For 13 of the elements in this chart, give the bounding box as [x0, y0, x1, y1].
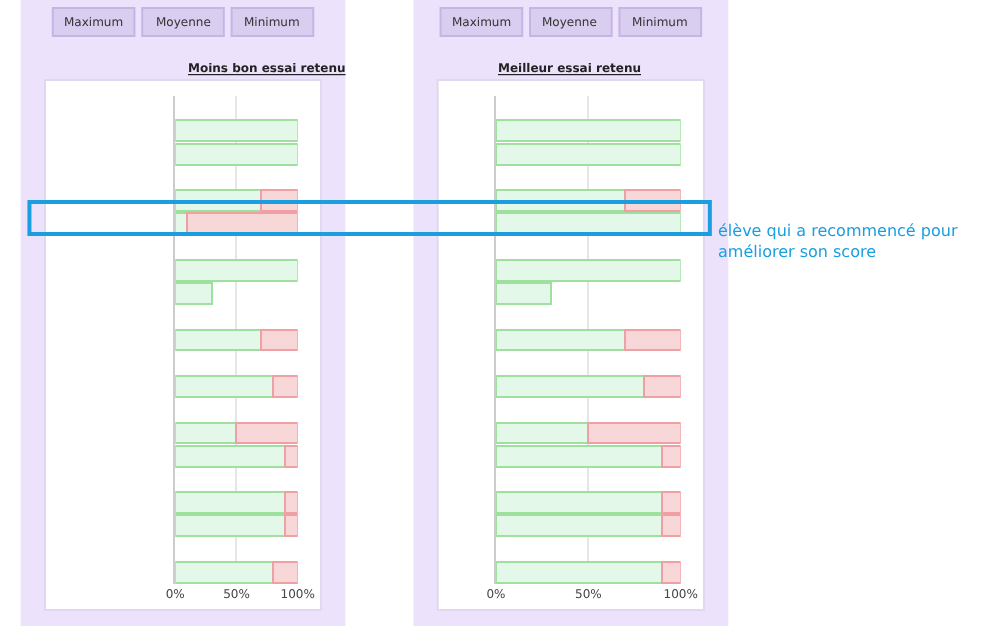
bar	[496, 560, 664, 584]
text: élève qui a recommencé pour améliorer son score	[718, 222, 959, 261]
bar	[259, 328, 298, 352]
bar	[496, 328, 627, 352]
bar	[661, 560, 681, 584]
bar	[175, 328, 262, 352]
bar	[624, 328, 681, 352]
bar	[175, 375, 275, 398]
bar	[272, 375, 298, 398]
bar	[272, 560, 298, 584]
bar	[175, 560, 275, 584]
bar	[496, 375, 645, 398]
bar	[642, 375, 681, 398]
